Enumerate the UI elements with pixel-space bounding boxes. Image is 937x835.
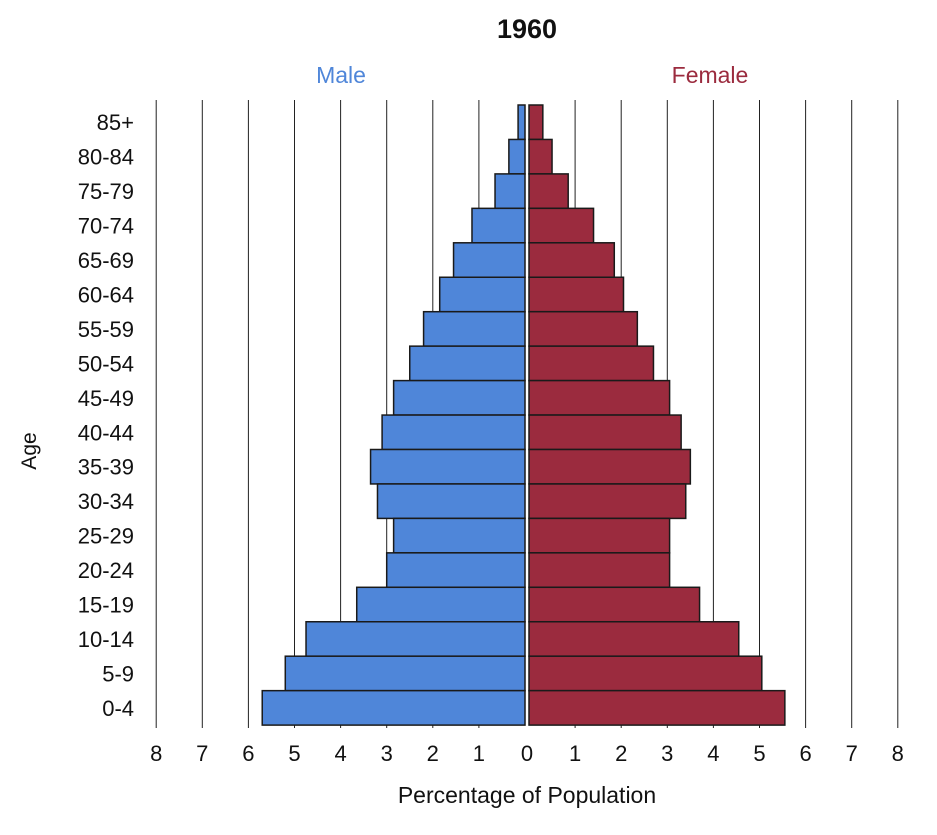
- bar-male-10-14: [305, 621, 526, 657]
- x-tick-13: 5: [753, 741, 765, 766]
- x-tick-1: 7: [196, 741, 208, 766]
- bar-male-85+: [517, 104, 526, 141]
- age-label-80-84: 80-84: [78, 145, 134, 170]
- chart-title: 1960: [497, 14, 557, 44]
- age-label-5-9: 5-9: [102, 661, 134, 686]
- age-label-50-54: 50-54: [78, 351, 134, 376]
- bar-male-70-74: [471, 207, 526, 244]
- bar-male-50-54: [409, 345, 526, 382]
- bar-male-15-19: [355, 586, 526, 623]
- age-label-15-19: 15-19: [78, 593, 134, 618]
- age-label-10-14: 10-14: [78, 627, 134, 652]
- x-tick-3: 5: [288, 741, 300, 766]
- age-label-25-29: 25-29: [78, 524, 134, 549]
- x-tick-8: 0: [521, 741, 533, 766]
- bar-female-40-44: [528, 414, 682, 451]
- x-tick-10: 2: [615, 741, 627, 766]
- bar-female-10-14: [528, 621, 740, 657]
- bar-female-15-19: [528, 586, 701, 623]
- age-label-70-74: 70-74: [78, 214, 134, 239]
- bar-female-30-34: [528, 483, 687, 520]
- bar-male-75-79: [494, 173, 526, 210]
- bar-male-60-64: [438, 276, 526, 313]
- bar-female-50-54: [528, 345, 655, 382]
- x-tick-11: 3: [661, 741, 673, 766]
- bar-male-25-29: [392, 517, 526, 554]
- bar-male-30-34: [376, 483, 526, 520]
- legend-female-label: Female: [672, 62, 749, 88]
- bar-male-40-44: [381, 414, 526, 451]
- x-axis-label: Percentage of Population: [398, 782, 656, 808]
- bar-female-85+: [528, 104, 544, 141]
- age-label-35-39: 35-39: [78, 455, 134, 480]
- x-tick-15: 7: [846, 741, 858, 766]
- x-tick-0: 8: [150, 741, 162, 766]
- bar-male-55-59: [422, 310, 526, 347]
- x-tick-7: 1: [473, 741, 485, 766]
- age-group-labels: 85+ 80-84 75-79 70-74 65-69 60-64 55-59 50-54 45…: [78, 110, 134, 721]
- bar-female-80-84: [528, 138, 553, 175]
- x-tick-2: 6: [242, 741, 254, 766]
- bar-female-35-39: [528, 448, 692, 485]
- x-tick-4: 4: [334, 741, 346, 766]
- bar-male-0-4: [261, 689, 526, 726]
- age-label-0-4: 0-4: [102, 696, 134, 721]
- bar-female-25-29: [528, 517, 671, 554]
- age-label-75-79: 75-79: [78, 179, 134, 204]
- bar-male-20-24: [385, 552, 526, 589]
- age-label-30-34: 30-34: [78, 489, 134, 514]
- x-tick-16: 8: [892, 741, 904, 766]
- bar-male-65-69: [452, 242, 526, 279]
- x-tick-9: 1: [569, 741, 581, 766]
- bar-female-55-59: [528, 310, 639, 347]
- bar-female-0-4: [528, 689, 786, 726]
- age-label-55-59: 55-59: [78, 317, 134, 342]
- age-label-20-24: 20-24: [78, 558, 134, 583]
- age-label-85+: 85+: [97, 110, 134, 135]
- x-tick-labels: 8 7 6 5 4 3 2 1 0 1 2 3 4 5 6 7 8: [150, 741, 904, 766]
- bar-female-45-49: [528, 379, 671, 416]
- gridlines: [155, 100, 899, 728]
- bar-female-75-79: [528, 173, 569, 210]
- x-tick-14: 6: [799, 741, 811, 766]
- age-label-60-64: 60-64: [78, 282, 134, 307]
- age-label-65-69: 65-69: [78, 248, 134, 273]
- age-label-45-49: 45-49: [78, 386, 134, 411]
- bar-female-60-64: [528, 276, 625, 313]
- bar-female-5-9: [528, 655, 763, 692]
- y-axis-label: Age: [18, 432, 41, 469]
- bar-female-70-74: [528, 207, 595, 244]
- bars: [261, 104, 786, 726]
- bar-male-80-84: [508, 138, 526, 175]
- bar-female-20-24: [528, 552, 671, 589]
- legend-male-label: Male: [316, 62, 366, 88]
- x-tick-6: 2: [427, 741, 439, 766]
- x-tick-5: 3: [381, 741, 393, 766]
- bar-male-5-9: [284, 655, 526, 692]
- bar-male-45-49: [392, 379, 526, 416]
- bar-female-65-69: [528, 242, 616, 279]
- age-label-40-44: 40-44: [78, 420, 134, 445]
- bar-male-35-39: [369, 448, 526, 485]
- x-tick-12: 4: [707, 741, 719, 766]
